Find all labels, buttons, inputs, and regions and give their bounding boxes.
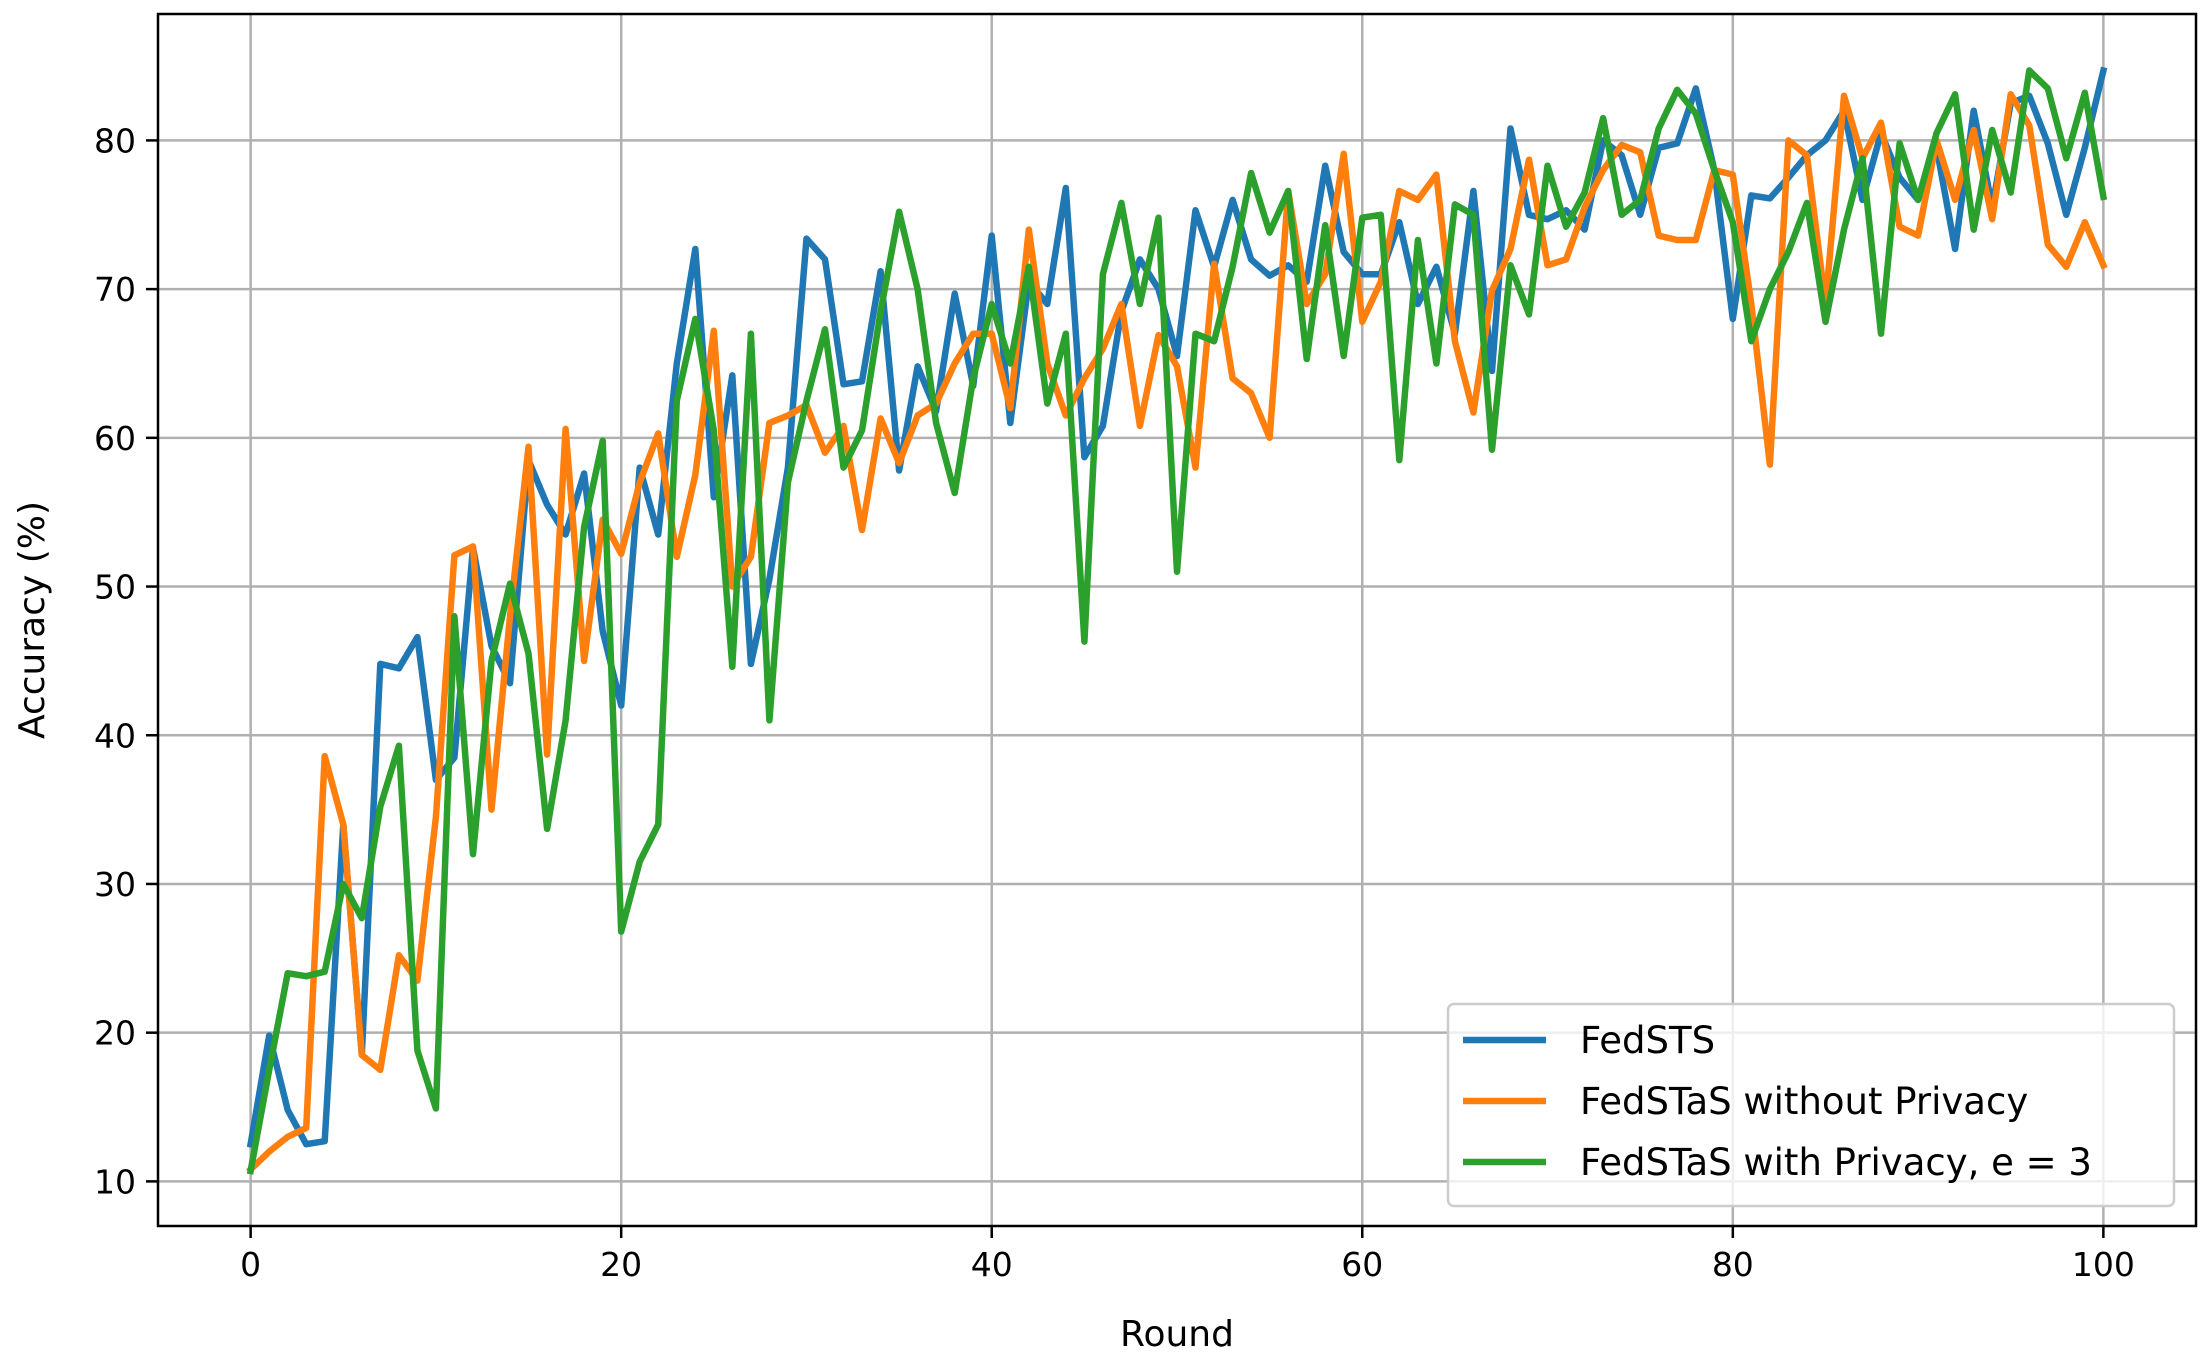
legend-box [1446,1002,2176,1208]
x-tick-label: 80 [1712,1245,1754,1284]
y-axis-title: Accuracy (%) [12,501,53,739]
legend-label: FedSTS [1580,1019,1715,1062]
x-axis-title: Round [1120,1314,1234,1355]
grid-lines [158,14,2196,1226]
legend-label: FedSTaS with Privacy, e = 3 [1580,1141,2092,1184]
axis-ticks: 0 20 40 60 80 100 10 20 30 40 50 60 70 80 [94,121,2135,1284]
y-tick-label: 20 [94,1014,136,1053]
series-line-3 [246,67,2108,1175]
series-line-2 [246,91,2108,1175]
y-tick-label: 50 [94,568,136,607]
x-tick-label: 0 [240,1245,261,1284]
legend-label: FedSTaS without Privacy [1580,1080,2028,1123]
y-tick-label: 80 [94,121,136,160]
legend: FedSTS FedSTaS without Privacy FedSTaS wit… [1446,1002,2176,1208]
y-tick-label: 40 [94,716,136,755]
x-tick-label: 40 [971,1245,1013,1284]
y-tick-label: 30 [94,865,136,904]
x-tick-label: 20 [600,1245,642,1284]
plot-frame [156,12,2198,1228]
x-tick-label: 100 [2072,1245,2135,1284]
series-lines [246,66,2108,1175]
y-tick-label: 10 [94,1162,136,1201]
y-tick-label: 70 [94,270,136,309]
x-tick-label: 60 [1341,1245,1383,1284]
y-tick-label: 60 [94,419,136,458]
